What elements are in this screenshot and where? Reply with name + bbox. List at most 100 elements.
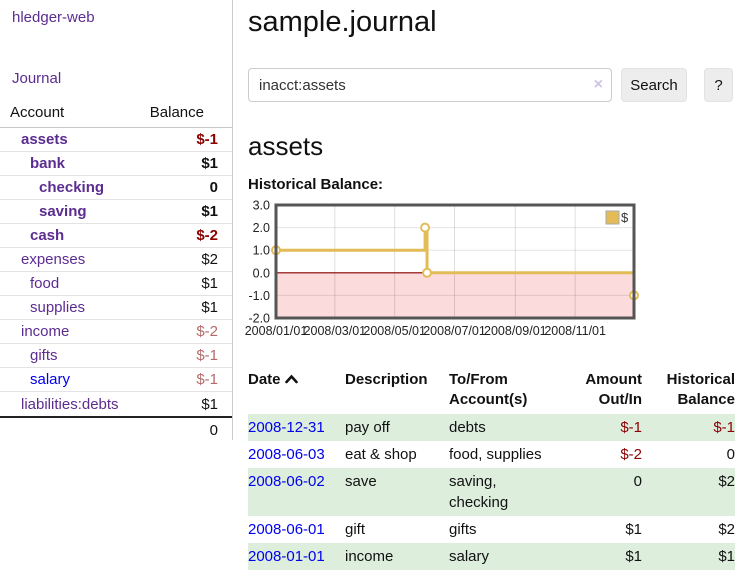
help-button[interactable]: ? bbox=[704, 68, 733, 102]
transaction-amount: $-1 bbox=[620, 419, 642, 436]
x-tick-label: 2008/07/01 bbox=[423, 324, 486, 338]
sidebar: hledger-web Journal Account Balance asse… bbox=[0, 0, 233, 440]
transaction-description: income bbox=[345, 548, 394, 565]
transaction-accounts: salary bbox=[449, 548, 490, 565]
transaction-amount: $1 bbox=[625, 548, 642, 565]
account-balance: $1 bbox=[201, 299, 218, 316]
x-tick-label: 2008/01/01 bbox=[245, 324, 308, 338]
page-title: sample.journal bbox=[248, 6, 437, 38]
x-tick-label: 2008/03/01 bbox=[304, 324, 367, 338]
transaction-balance: 0 bbox=[726, 446, 735, 463]
x-tick-label: 2008/05/01 bbox=[363, 324, 426, 338]
transaction-description: pay off bbox=[345, 419, 390, 436]
transaction-amount: $-2 bbox=[620, 446, 642, 463]
search-input[interactable] bbox=[248, 68, 612, 102]
y-tick-label: 2.0 bbox=[253, 221, 270, 235]
accounts-table: Account Balance assets $-1 bank $1 checking 0… bbox=[0, 100, 232, 442]
data-point-marker bbox=[422, 267, 433, 278]
app-brand-link[interactable]: hledger-web bbox=[12, 9, 95, 26]
transaction-date-link[interactable]: 2008-06-03 bbox=[248, 446, 325, 463]
main-content: sample.journal × Search ? assets Histori… bbox=[245, 0, 742, 570]
x-tick-label: 2008/11/01 bbox=[544, 324, 606, 338]
transaction-amount: $1 bbox=[625, 521, 642, 538]
historical-balance-chart: 3.0 2.0 1.0 0.0 -1.0 -2.0 2008/01/01 2008/03/01… bbox=[245, 199, 742, 356]
account-link-gifts[interactable]: gifts bbox=[30, 347, 58, 364]
register-col-header-amount: Amount Out/In bbox=[585, 371, 642, 408]
transaction-date-link[interactable]: 2008-06-02 bbox=[248, 473, 325, 490]
legend-swatch bbox=[605, 210, 620, 225]
account-link-food[interactable]: food bbox=[30, 275, 60, 292]
account-row: food $1 bbox=[0, 272, 232, 296]
account-balance: 0 bbox=[209, 179, 218, 196]
legend-label: $ bbox=[621, 210, 629, 225]
account-row: expenses $2 bbox=[0, 248, 232, 272]
account-row: cash $-2 bbox=[0, 224, 232, 248]
transaction-accounts: gifts bbox=[449, 521, 477, 538]
data-point-marker bbox=[420, 222, 431, 233]
account-link-saving[interactable]: saving bbox=[39, 203, 87, 220]
register-row: 2008-06-02 save saving, checking 0 $2 bbox=[248, 468, 735, 516]
accounts-total-row: 0 bbox=[0, 416, 232, 442]
account-balance: $-2 bbox=[196, 227, 218, 244]
transaction-balance: $2 bbox=[718, 473, 735, 490]
account-balance: $-2 bbox=[196, 323, 218, 340]
chart-negative-region bbox=[276, 272, 634, 318]
sidebar-item-journal[interactable]: Journal bbox=[12, 70, 62, 87]
account-row: salary $-1 bbox=[0, 368, 232, 392]
account-link-assets[interactable]: assets bbox=[21, 131, 68, 148]
transaction-description: gift bbox=[345, 521, 366, 538]
transaction-balance: $1 bbox=[718, 548, 735, 565]
x-tick-label: 2008/09/01 bbox=[484, 324, 547, 338]
register-col-header-date[interactable]: Date bbox=[248, 368, 345, 414]
y-tick-label: -2.0 bbox=[248, 312, 270, 326]
account-row: income $-2 bbox=[0, 320, 232, 344]
account-balance: $1 bbox=[201, 155, 218, 172]
account-row: checking 0 bbox=[0, 176, 232, 200]
search-input-wrap: × bbox=[248, 68, 612, 102]
search-form: × Search ? bbox=[248, 68, 742, 102]
accounts-header-balance: Balance bbox=[149, 104, 204, 121]
register-row: 2008-12-31 pay off debts $-1 $-1 bbox=[248, 414, 735, 441]
account-balance: $2 bbox=[201, 251, 218, 268]
account-balance: $-1 bbox=[196, 347, 218, 364]
transaction-date-link[interactable]: 2008-06-01 bbox=[248, 521, 325, 538]
register-header-row: Date Description To/From Account(s) Amount Ou… bbox=[248, 368, 735, 414]
transaction-date-link[interactable]: 2008-01-01 bbox=[248, 548, 325, 565]
account-link-supplies[interactable]: supplies bbox=[30, 299, 86, 316]
transaction-amount: 0 bbox=[633, 473, 642, 490]
chart-svg: 3.0 2.0 1.0 0.0 -1.0 -2.02008/01/012008/03/01… bbox=[245, 199, 639, 338]
account-link-bank[interactable]: bank bbox=[30, 155, 66, 172]
account-link-expenses[interactable]: expenses bbox=[21, 251, 86, 268]
register-col-header-historical: Historical Balance bbox=[666, 371, 735, 408]
transaction-accounts: food, supplies bbox=[449, 446, 542, 463]
search-button[interactable]: Search bbox=[621, 68, 687, 102]
account-row: saving $1 bbox=[0, 200, 232, 224]
chart-label: Historical Balance: bbox=[248, 176, 384, 193]
accounts-rows: assets $-1 bank $1 checking 0 saving $1 cash $-2 e… bbox=[0, 128, 232, 416]
transaction-description: save bbox=[345, 473, 377, 490]
y-tick-label: 0.0 bbox=[253, 266, 270, 280]
account-link-income[interactable]: income bbox=[21, 323, 70, 340]
clear-search-icon[interactable]: × bbox=[593, 76, 603, 93]
account-heading: assets bbox=[248, 131, 324, 161]
transaction-date-link[interactable]: 2008-12-31 bbox=[248, 419, 325, 436]
account-balance: $1 bbox=[201, 395, 218, 413]
sort-asc-icon bbox=[284, 374, 298, 384]
accounts-total-value: 0 bbox=[209, 421, 218, 439]
account-row: gifts $-1 bbox=[0, 344, 232, 368]
account-link-cash[interactable]: cash bbox=[30, 227, 65, 244]
account-row: assets $-1 bbox=[0, 128, 232, 152]
account-row: supplies $1 bbox=[0, 296, 232, 320]
y-tick-label: 3.0 bbox=[253, 199, 270, 213]
account-balance: $1 bbox=[201, 275, 218, 292]
register-col-header-to-from: To/From Account(s) bbox=[449, 371, 528, 408]
transaction-accounts: saving, checking bbox=[449, 473, 509, 511]
account-balance: $-1 bbox=[196, 131, 218, 148]
account-link-salary[interactable]: salary bbox=[30, 371, 71, 388]
transaction-description: eat & shop bbox=[345, 446, 417, 463]
account-link-checking[interactable]: checking bbox=[39, 179, 105, 196]
accounts-header-account: Account bbox=[10, 104, 65, 121]
account-link-liabilities-debts[interactable]: liabilities:debts bbox=[21, 395, 119, 413]
account-row: bank $1 bbox=[0, 152, 232, 176]
register-row: 2008-06-03 eat & shop food, supplies $-2 0 bbox=[248, 441, 735, 468]
